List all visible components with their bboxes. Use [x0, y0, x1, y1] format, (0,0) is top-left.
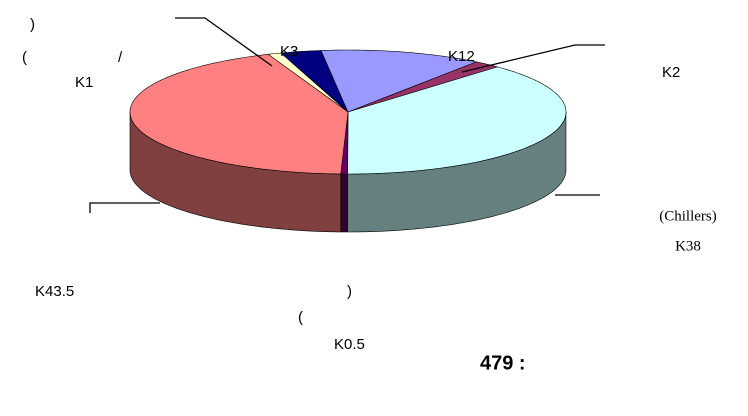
- data-label: K38: [675, 238, 701, 254]
- data-label: K0.5: [334, 336, 365, 353]
- pie-slice: [129, 53, 349, 175]
- data-label: K3: [280, 43, 298, 60]
- annotation: ): [347, 283, 352, 300]
- leader-line: [89, 202, 160, 213]
- pie-slice: [347, 66, 567, 175]
- data-label: K1: [75, 74, 93, 91]
- data-label: K43.5: [35, 283, 74, 300]
- pie-slice: [280, 50, 349, 113]
- annotation: /: [118, 49, 123, 66]
- leader-line: [175, 17, 273, 67]
- annotation: ): [30, 16, 35, 33]
- chart-title: 479 :: [480, 352, 526, 374]
- pie: [129, 49, 567, 233]
- data-label: K2: [662, 64, 680, 81]
- annotation: (: [298, 309, 303, 326]
- annotation: (Chillers): [659, 208, 717, 224]
- pie-side: [340, 173, 348, 233]
- annotation: (: [22, 49, 27, 66]
- leader-line: [461, 44, 605, 73]
- data-label: K12: [448, 48, 475, 65]
- pie-slice: [347, 61, 499, 113]
- pie-slice: [320, 49, 478, 113]
